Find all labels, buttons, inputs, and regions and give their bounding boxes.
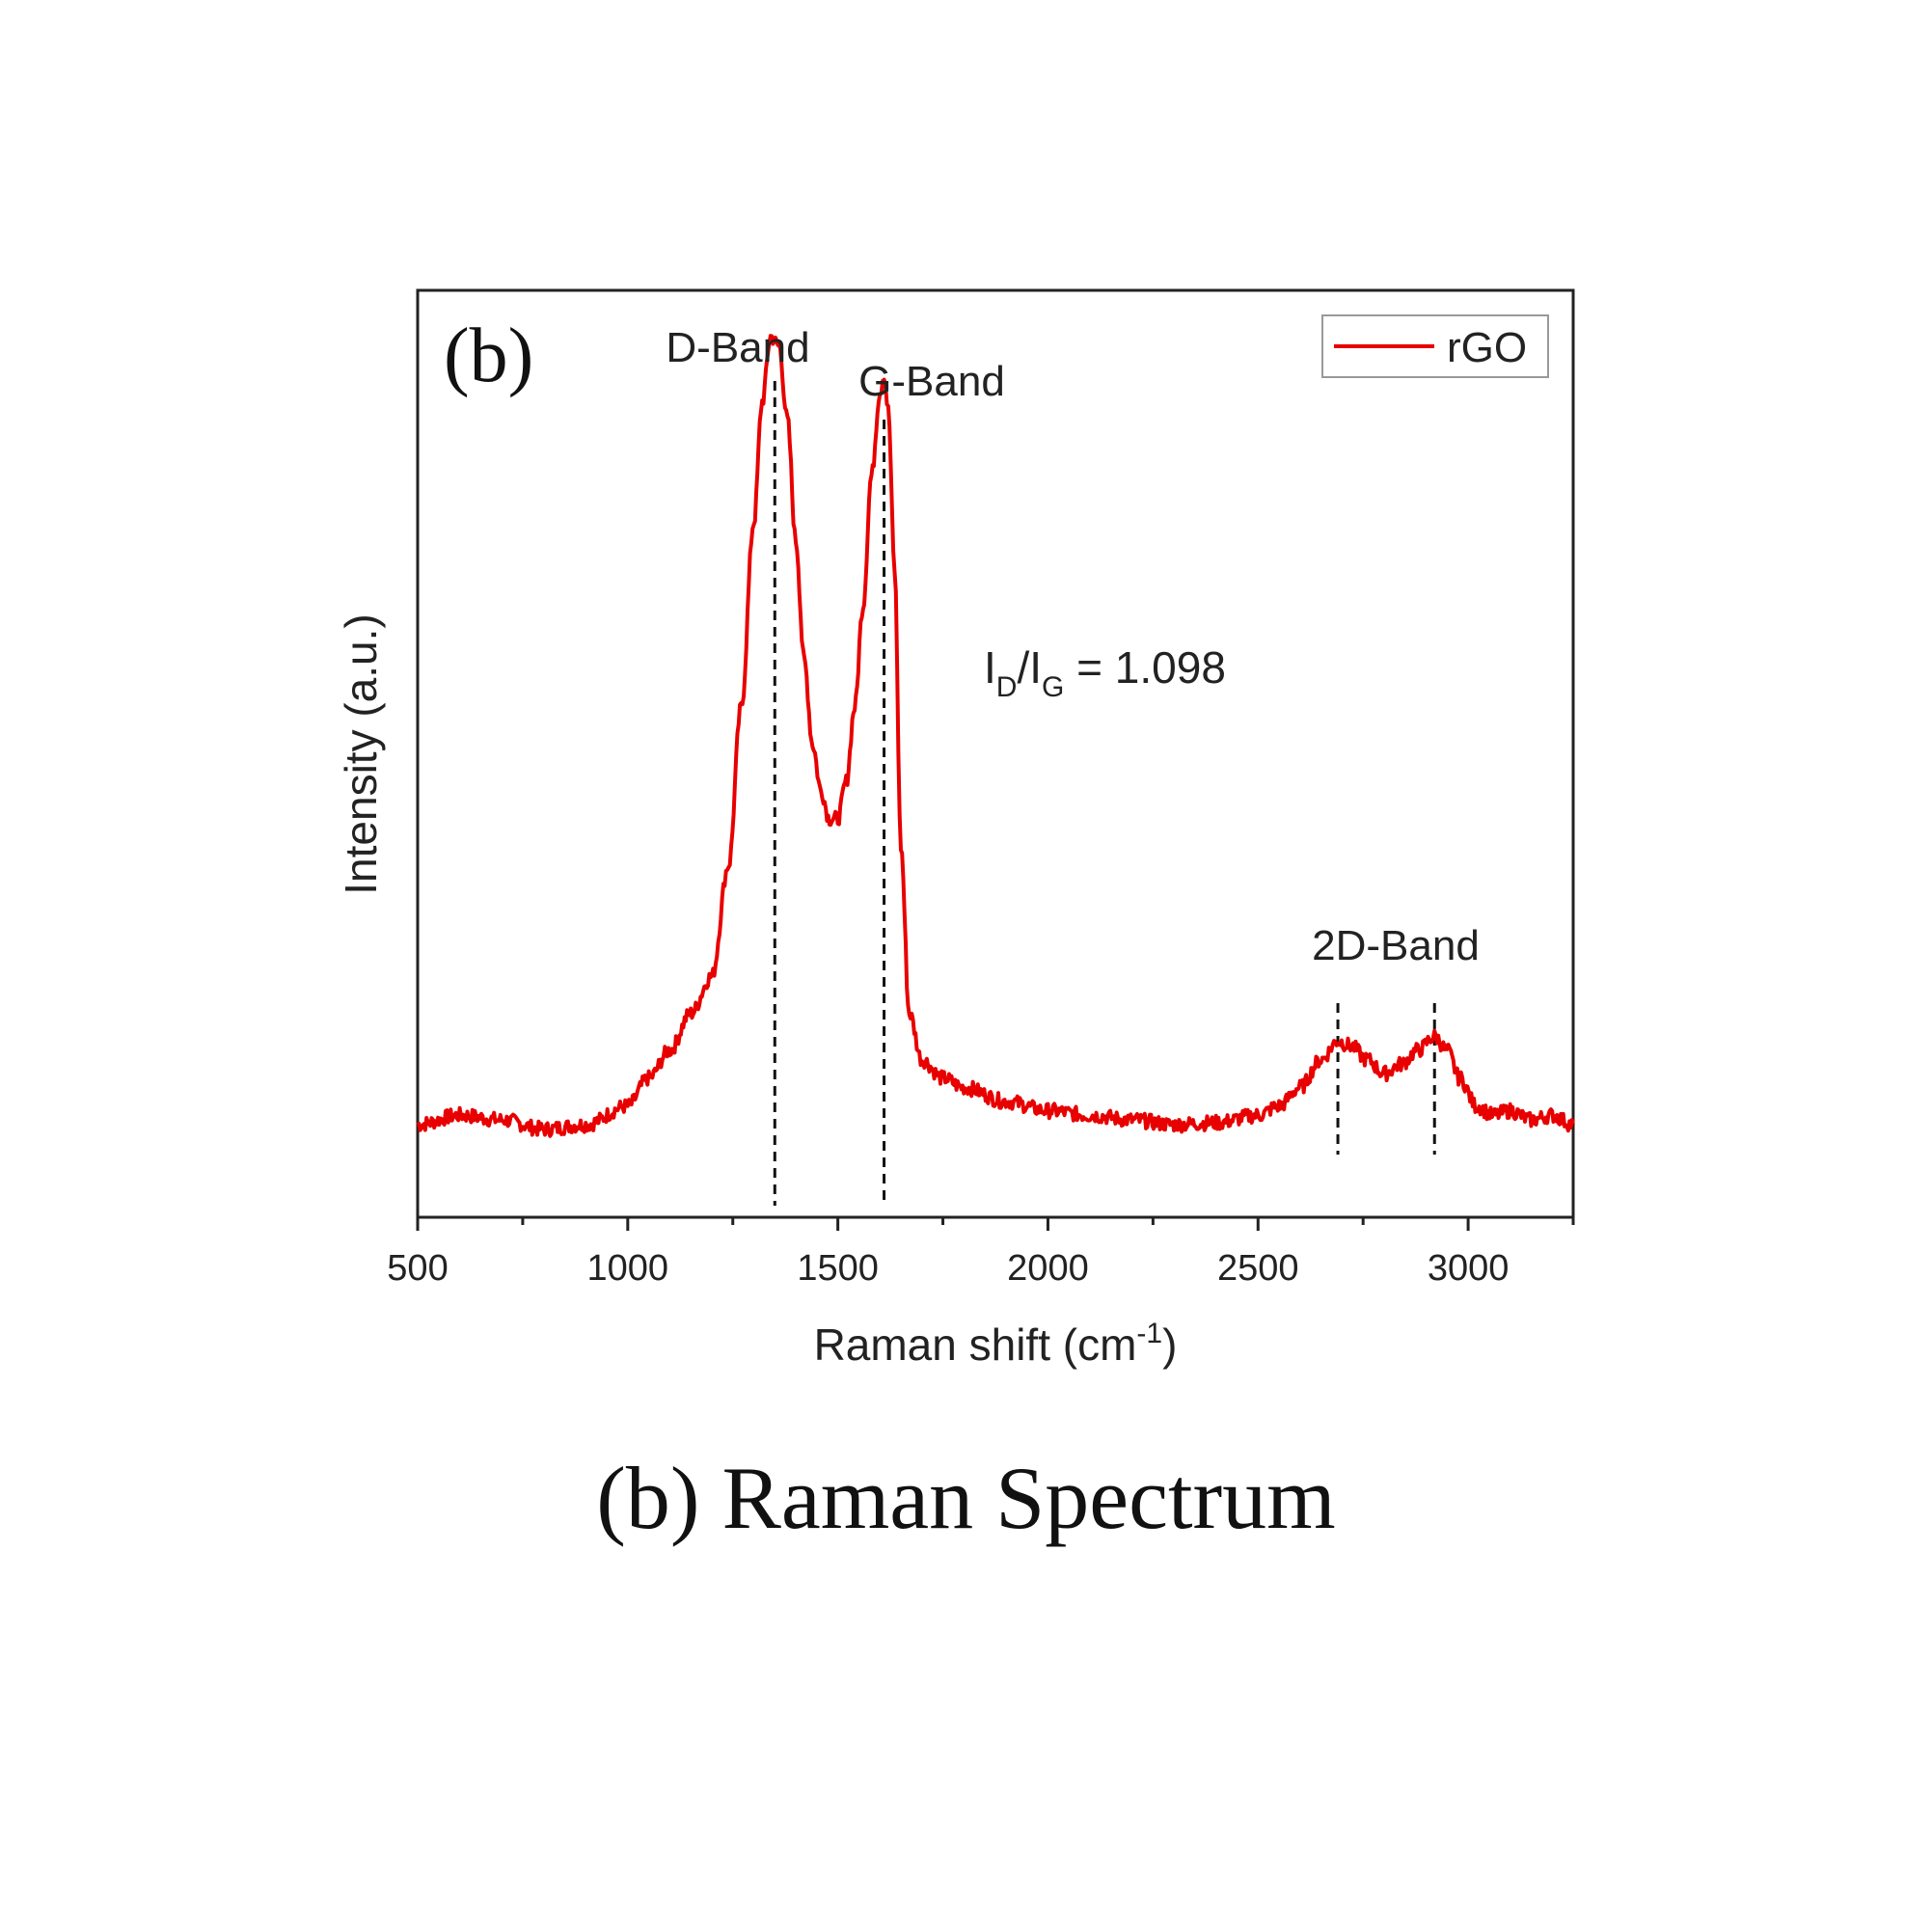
x-tick-label: 1500: [797, 1248, 879, 1289]
legend-label-rGO: rGO: [1447, 324, 1527, 371]
reference-lines: [773, 381, 1436, 1206]
panel-label: (b): [444, 313, 533, 398]
annotation-id-ig-ratio: ID/IG = 1.098: [984, 642, 1226, 703]
x-tick-label: 500: [387, 1248, 448, 1289]
plot-frame: [416, 288, 1575, 1219]
annotation-g-band: G-Band: [858, 358, 1005, 405]
annotation-d-band: D-Band: [666, 324, 809, 371]
x-tick-label: 3000: [1428, 1248, 1510, 1289]
legend: rGO: [1321, 314, 1549, 378]
x-tick-label: 1000: [587, 1248, 669, 1289]
x-axis-label: Raman shift (cm-1): [814, 1318, 1178, 1370]
x-axis-label-superscript: -1: [1136, 1318, 1162, 1349]
x-tick-label: 2000: [1007, 1248, 1089, 1289]
x-tick-label: 2500: [1217, 1248, 1299, 1289]
y-axis-label: Intensity (a.u.): [336, 613, 386, 894]
series-line-rGO: [416, 334, 1575, 1138]
x-axis-ticks: 500 1000 1500 2000 2500 3000: [387, 1217, 1575, 1289]
annotation-2d-band: 2D-Band: [1312, 922, 1480, 969]
figure-caption: (b) Raman Spectrum: [596, 1449, 1336, 1547]
